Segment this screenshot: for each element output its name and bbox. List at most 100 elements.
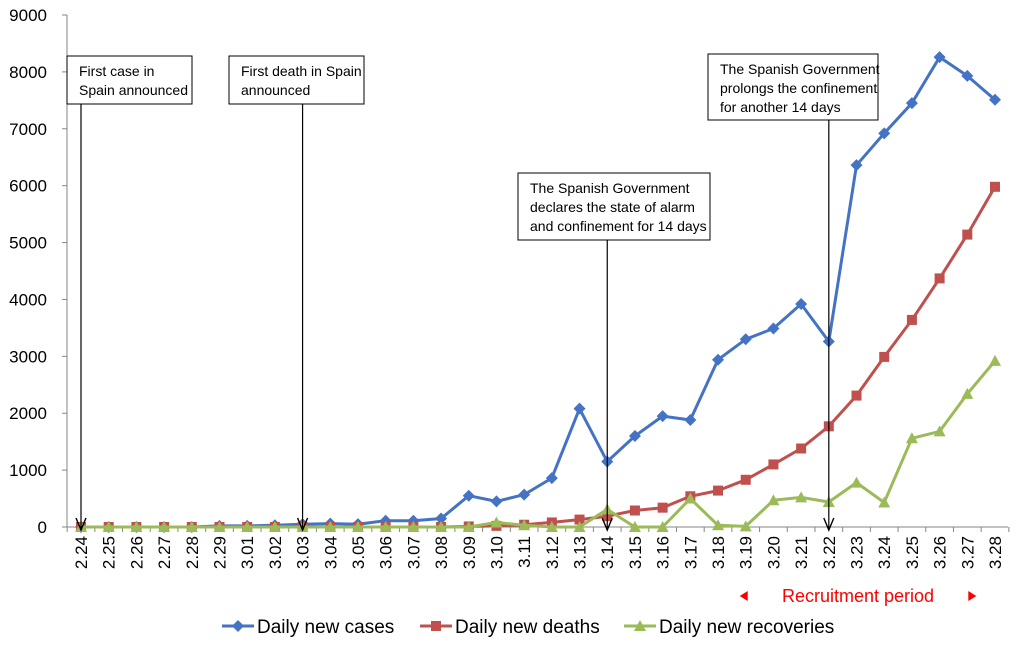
x-tick-label: 3.06 [377,536,396,569]
x-tick-label: 3.11 [515,536,534,568]
data-point [629,505,640,516]
data-point [851,390,862,401]
x-tick-label: 2.25 [100,536,119,569]
data-point [740,474,751,485]
data-point [906,314,917,325]
y-tick-label: 5000 [9,234,47,253]
annotation-text: Spain announced [79,82,188,98]
y-tick-label: 7000 [9,120,47,139]
data-point [407,521,420,532]
x-tick-label: 3.04 [321,536,340,569]
data-point [795,297,808,310]
x-tick-label: 3.27 [958,536,977,569]
annotation-text: First case in [79,63,154,79]
data-point [768,459,779,470]
data-point [657,502,668,513]
x-tick-label: 3.18 [709,536,728,569]
data-point [850,476,863,488]
x-tick-label: 3.15 [626,536,645,569]
data-point [518,488,531,501]
x-tick-label: 2.29 [210,536,229,569]
data-point [933,425,946,437]
series-line [81,359,997,529]
x-tick-label: 2.27 [155,536,174,569]
legend-entry: Daily new cases [222,617,394,638]
annotation-arrow-head [296,517,309,532]
data-point [268,521,281,532]
annotation-text: The Spanish Government [720,61,880,77]
data-point [573,521,586,532]
data-point [462,489,475,502]
x-tick-label: 3.16 [654,536,673,569]
x-tick-label: 3.08 [432,536,451,569]
legend-marker [232,620,244,632]
legend-entry: Daily new recoveries [624,617,834,638]
x-tick-label: 3.14 [598,536,617,569]
data-point [767,494,780,506]
data-point [933,51,946,64]
legend: Daily new cases Daily new deaths Daily new… [222,617,834,638]
data-point [241,521,254,532]
data-point [435,512,448,525]
x-tick-label: 3.03 [294,536,313,569]
y-tick-label: 3000 [9,347,47,366]
annotation-box [517,172,711,241]
data-point [545,472,558,485]
data-point [379,521,392,532]
data-point [213,521,226,532]
data-point [989,354,1001,366]
data-point [684,492,697,504]
data-point [767,322,780,335]
data-point [351,521,364,532]
annotation-callout: First case in Spain announced [66,55,193,532]
x-tick-label: 3.02 [266,536,285,569]
legend-marker [431,621,441,631]
x-tick-label: 3.21 [792,536,811,569]
data-point [878,127,891,140]
annotation-text: for another 14 days [720,99,841,115]
data-point [102,521,115,532]
x-tick-label: 3.05 [349,536,368,569]
recruitment-label: Recruitment period [782,586,934,606]
annotation-arrow-head [823,517,835,532]
data-point [573,402,586,415]
data-point [961,69,974,82]
data-point [684,414,697,427]
data-point [628,521,641,532]
y-tick-label: 9000 [9,6,47,25]
y-tick-label: 2000 [9,404,47,423]
annotation-text: declares the state of alarm [530,199,695,215]
data-point [545,521,558,532]
annotation-text: First death in Spain [241,63,362,79]
data-point [905,97,918,110]
data-point [796,443,807,454]
x-tick-label: 3.13 [571,536,590,569]
legend-label: Daily new recoveries [659,617,834,638]
data-point [435,521,448,532]
series-line [81,55,996,529]
recruitment-period: Recruitment period [739,586,977,606]
data-point [795,491,808,503]
x-tick-label: 3.07 [404,536,423,569]
annotation-callout: The Spanish Government declares the state… [517,172,711,532]
data-point [713,485,724,496]
recruitment-arrow-left [739,591,748,601]
data-point [712,353,725,366]
x-axis: 2.24 2.25 2.26 2.27 2.28 2.29 3.01 3.02 3.03 3.04… [66,526,1010,569]
data-point [989,93,1001,106]
data-point [656,521,669,532]
data-point [324,521,337,532]
x-tick-label: 3.22 [820,536,839,569]
legend-marker [634,620,646,631]
x-tick-label: 3.20 [764,536,783,569]
series-daily-new-recoveries [75,354,1001,532]
x-tick-label: 2.24 [72,536,91,569]
annotation-box [66,55,193,105]
y-tick-label: 1000 [9,461,47,480]
data-point [905,432,918,444]
y-tick-label: 6000 [9,177,47,196]
annotation-text: and confinement for 14 days [530,218,707,234]
data-point [712,519,725,531]
data-point [490,516,503,528]
